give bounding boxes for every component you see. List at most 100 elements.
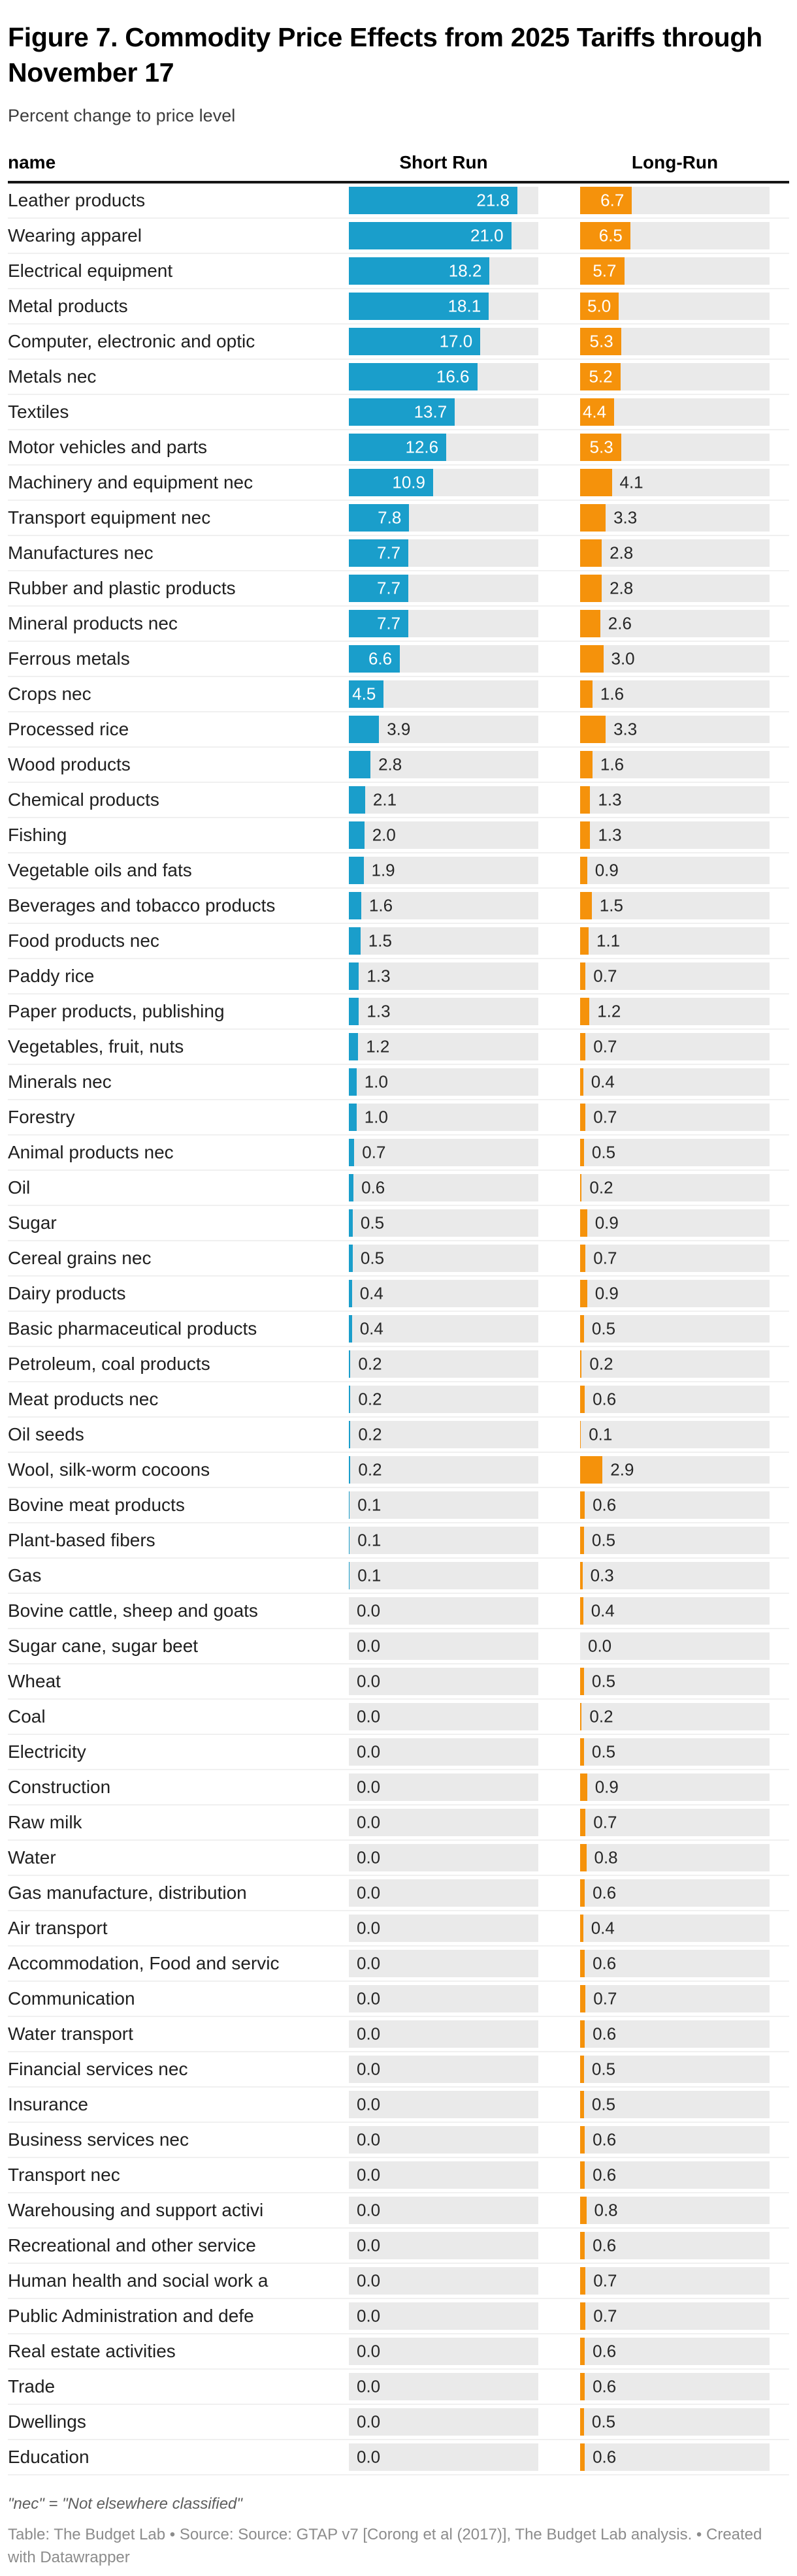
- table-row: Animal products nec 0.7 0.5: [8, 1136, 789, 1171]
- table-row: Transport nec 0.0 0.6: [8, 2158, 789, 2194]
- long-run-cell: 6.7: [580, 187, 770, 215]
- row-label: Chemical products: [8, 789, 159, 810]
- short-run-value: 21.0: [470, 225, 504, 246]
- long-run-cell: 3.3: [580, 716, 770, 744]
- long-run-value: 0.6: [593, 2165, 617, 2185]
- short-run-value: 0.0: [357, 1777, 381, 1797]
- short-run-bar: [349, 363, 478, 391]
- table-row: Mineral products nec 7.7 2.6: [8, 607, 789, 643]
- table-row: Metals nec 16.6 5.2: [8, 360, 789, 396]
- long-run-value: 0.4: [591, 1072, 615, 1092]
- long-run-value: 0.7: [593, 1248, 617, 1268]
- long-run-bar: [580, 821, 591, 850]
- long-run-cell: 3.3: [580, 504, 770, 532]
- short-run-cell: 0.7: [349, 1139, 538, 1167]
- long-run-bar: [580, 1773, 587, 1802]
- short-run-value: 17.0: [439, 331, 473, 351]
- table-row: Minerals nec 1.0 0.4: [8, 1065, 789, 1101]
- long-run-cell: 0.2: [580, 1174, 770, 1202]
- long-run-cell: 5.2: [580, 363, 770, 391]
- row-label: Vegetable oils and fats: [8, 860, 192, 881]
- row-label: Wheat: [8, 1671, 61, 1692]
- short-run-bar: [349, 645, 400, 673]
- short-run-value: 1.2: [366, 1036, 390, 1057]
- long-run-bar: [580, 1985, 586, 2013]
- row-label: Water: [8, 1847, 56, 1868]
- long-run-cell: 5.3: [580, 328, 770, 356]
- short-run-bar: [349, 821, 365, 850]
- long-run-value: 5.3: [589, 331, 613, 351]
- long-run-bar: [580, 257, 625, 285]
- long-run-cell: 2.8: [580, 575, 770, 603]
- short-run-cell: 0.0: [349, 1985, 538, 2013]
- long-run-value: 4.4: [582, 402, 607, 422]
- long-run-bar: [580, 2161, 585, 2189]
- long-run-bar: [580, 398, 615, 426]
- row-label: Dairy products: [8, 1283, 126, 1304]
- long-run-value: 0.5: [591, 1318, 616, 1339]
- table-row: Recreational and other service 0.0 0.6: [8, 2229, 789, 2265]
- long-run-value: 0.6: [593, 2376, 617, 2396]
- long-run-bar: [580, 1386, 585, 1414]
- row-label: Textiles: [8, 402, 69, 422]
- row-label: Recreational and other service: [8, 2235, 256, 2256]
- table-row: Metal products 18.1 5.0: [8, 289, 789, 325]
- short-run-value: 0.0: [357, 1671, 381, 1691]
- long-run-cell: 0.9: [580, 857, 770, 885]
- table-row: Processed rice 3.9 3.3: [8, 712, 789, 748]
- short-run-cell: 0.0: [349, 1703, 538, 1731]
- short-run-cell: 18.2: [349, 257, 538, 285]
- long-run-value: 0.5: [591, 1142, 616, 1162]
- short-run-bar: [349, 504, 410, 532]
- short-run-cell: 21.8: [349, 187, 538, 215]
- short-run-cell: 0.0: [349, 1809, 538, 1837]
- short-run-cell: 0.0: [349, 2197, 538, 2225]
- long-run-cell: 0.9: [580, 1209, 770, 1237]
- long-run-bar: [580, 328, 621, 356]
- short-run-cell: 0.2: [349, 1456, 538, 1484]
- table-row: Wheat 0.0 0.5: [8, 1664, 789, 1700]
- long-run-value: 0.5: [591, 1671, 616, 1691]
- short-run-value: 1.0: [364, 1072, 388, 1092]
- table-row: Warehousing and support activi 0.0 0.8: [8, 2193, 789, 2229]
- long-run-cell: 0.9: [580, 1773, 770, 1802]
- row-label: Vegetables, fruit, nuts: [8, 1036, 184, 1057]
- row-label: Warehousing and support activi: [8, 2200, 264, 2221]
- short-run-value: 0.0: [357, 1706, 381, 1726]
- chart-title: Figure 7. Commodity Price Effects from 2…: [8, 22, 762, 88]
- short-run-cell: 0.4: [349, 1280, 538, 1308]
- long-run-bar: [580, 1421, 581, 1449]
- long-run-bar: [580, 998, 590, 1026]
- long-run-bar: [580, 1245, 586, 1273]
- short-run-value: 0.1: [357, 1495, 382, 1515]
- short-run-bar: [349, 469, 433, 497]
- short-run-cell: 16.6: [349, 363, 538, 391]
- long-run-value: 0.6: [593, 1495, 617, 1515]
- long-run-value: 3.0: [611, 648, 635, 669]
- long-run-value: 0.0: [588, 1636, 612, 1656]
- long-run-cell: 1.1: [580, 927, 770, 955]
- long-run-bar: [580, 610, 600, 638]
- long-run-cell: 0.6: [580, 1950, 770, 1978]
- short-run-cell: 2.8: [349, 751, 538, 779]
- short-run-cell: 0.0: [349, 2091, 538, 2119]
- row-label: Meat products nec: [8, 1389, 159, 1410]
- short-run-value: 12.6: [405, 437, 439, 457]
- short-run-bar: [349, 187, 517, 215]
- long-run-cell: 0.6: [580, 1879, 770, 1907]
- table-row: Air transport 0.0 0.4: [8, 1911, 789, 1947]
- short-run-value: 7.7: [376, 543, 401, 563]
- long-run-value: 2.9: [610, 1459, 634, 1480]
- long-run-cell: 0.3: [580, 1562, 770, 1590]
- long-run-bar: [580, 1703, 582, 1731]
- short-run-cell: 0.0: [349, 2020, 538, 2048]
- short-run-value: 0.0: [357, 1847, 381, 1868]
- table-row: Business services nec 0.0 0.6: [8, 2123, 789, 2159]
- table-row: Vegetables, fruit, nuts 1.2 0.7: [8, 1030, 789, 1066]
- column-header-long-run: Long-Run: [631, 152, 719, 173]
- table-row: Accommodation, Food and servic 0.0 0.6: [8, 1947, 789, 1982]
- short-run-cell: 0.0: [349, 1597, 538, 1625]
- long-run-value: 0.4: [591, 1600, 615, 1621]
- short-run-bar: [349, 1491, 350, 1519]
- long-run-cell: 2.6: [580, 610, 770, 638]
